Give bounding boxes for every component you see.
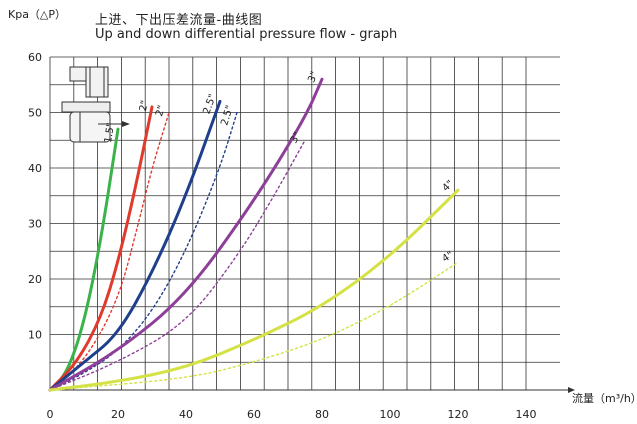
series-label: 4" <box>440 250 455 265</box>
x-axis-arrow <box>568 387 575 393</box>
chart-series <box>48 77 460 392</box>
y-tick-label: 10 <box>28 329 42 342</box>
series-label: 2" <box>138 99 151 112</box>
series-line <box>48 127 120 392</box>
x-tick-label: 80 <box>315 408 329 421</box>
chart-grid <box>49 56 560 391</box>
curve-labels: 1.5"2" 2" 2.5" 2.5"3"3"4"4" <box>103 70 456 265</box>
x-tick-label: 20 <box>111 408 125 421</box>
x-axis-label: 流量（m³/h） <box>572 391 637 405</box>
series-line <box>48 188 460 392</box>
series-label: 2" <box>154 104 168 118</box>
series-label: 3" <box>306 70 320 84</box>
series-label: 3" <box>289 130 304 145</box>
chart-title-cn: 上进、下出压差流量-曲线图 <box>95 13 263 28</box>
series-line <box>48 105 154 392</box>
series-line <box>49 111 238 391</box>
y-tick-label: 50 <box>28 107 42 120</box>
series-label: 1.5" <box>103 122 117 144</box>
series-line <box>49 261 459 391</box>
x-tick-label: 40 <box>179 408 193 421</box>
valve-diagram <box>61 66 130 143</box>
y-tick-label: 20 <box>28 273 42 286</box>
chart-title-en: Up and down differential pressure flow -… <box>95 27 398 42</box>
y-tick-label: 40 <box>28 162 42 175</box>
series-label: 4" <box>441 178 457 194</box>
series-line <box>49 111 170 391</box>
x-tick-label: 140 <box>516 408 537 421</box>
series-line <box>48 77 324 392</box>
series-line <box>48 99 222 392</box>
x-tick-label: 100 <box>380 408 401 421</box>
x-tick-label: 60 <box>247 408 261 421</box>
series-line <box>49 139 306 391</box>
y-tick-label: 60 <box>28 51 42 64</box>
chart-axes: 0 20 40 60 80 100 120 140 10 20 30 40 50 60 流量（m³/h） <box>28 51 637 421</box>
y-axis-label: Kpa（△P） <box>8 8 67 21</box>
y-tick-label: 30 <box>28 218 42 231</box>
x-tick-label: 0 <box>47 408 54 421</box>
x-tick-label: 120 <box>448 408 469 421</box>
